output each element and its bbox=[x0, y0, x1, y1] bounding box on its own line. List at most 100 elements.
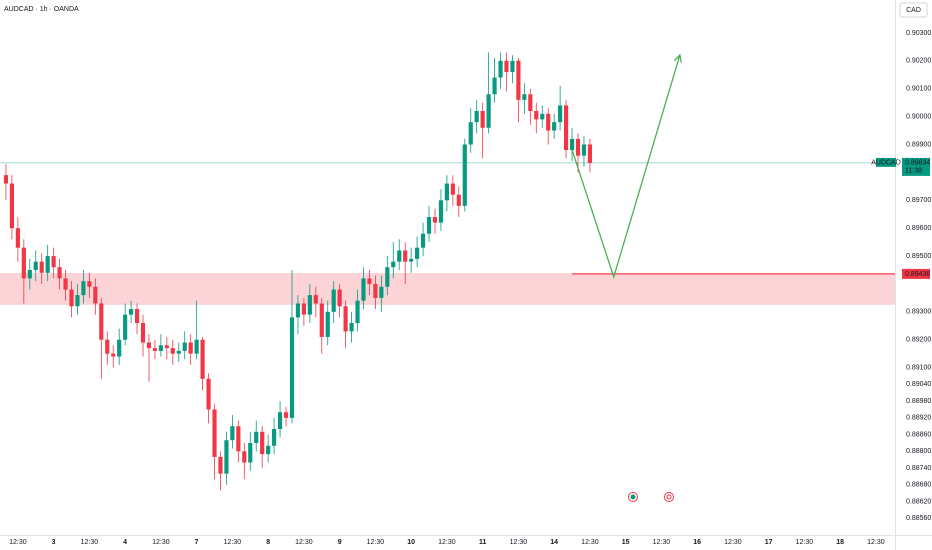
x-tick-label: 12:30 bbox=[510, 539, 528, 546]
candle-body bbox=[569, 138, 575, 151]
x-tick-label: 12:30 bbox=[653, 539, 671, 546]
candle-body bbox=[331, 289, 336, 312]
support-zone bbox=[0, 273, 895, 305]
x-tick-label: 12:30 bbox=[295, 539, 313, 546]
candle-body bbox=[420, 233, 426, 248]
candle-body bbox=[546, 113, 551, 131]
projection-arrowhead bbox=[673, 53, 682, 63]
candle-body bbox=[194, 339, 199, 354]
candle-body bbox=[105, 339, 110, 354]
x-tick-label: 12:30 bbox=[867, 539, 885, 546]
candle-body bbox=[230, 426, 235, 441]
y-tick-label: 0.88560 bbox=[906, 515, 931, 522]
candle-body bbox=[81, 281, 86, 296]
x-tick-label: 3 bbox=[52, 539, 56, 546]
candle-body bbox=[558, 105, 563, 123]
y-tick-label: 0.89500 bbox=[906, 253, 931, 260]
candle-body bbox=[456, 194, 461, 206]
candle-body bbox=[522, 94, 527, 100]
candle-body bbox=[123, 314, 128, 340]
candle-body bbox=[260, 431, 265, 455]
candle-body bbox=[63, 278, 68, 290]
candle-body bbox=[373, 283, 378, 298]
candle-body bbox=[313, 295, 318, 304]
currency-box[interactable] bbox=[899, 2, 928, 18]
y-tick-label: 0.90100 bbox=[906, 86, 931, 93]
y-tick-label: 0.90300 bbox=[906, 30, 931, 37]
x-tick-label: 16 bbox=[693, 539, 701, 546]
candle-body bbox=[146, 342, 152, 349]
y-tick-label: 0.89600 bbox=[906, 225, 931, 232]
y-tick-label: 0.89900 bbox=[906, 141, 931, 148]
candle-body bbox=[415, 247, 420, 259]
candle-body bbox=[444, 183, 449, 201]
projection-path bbox=[571, 54, 681, 280]
x-tick-label: 15 bbox=[622, 539, 630, 546]
candle-body bbox=[39, 261, 44, 273]
candle-body bbox=[480, 111, 485, 128]
candle-body bbox=[367, 278, 372, 284]
candle-body bbox=[57, 267, 62, 279]
candle-body bbox=[129, 309, 134, 315]
candle-body bbox=[355, 300, 360, 324]
y-tick-label: 0.89200 bbox=[906, 337, 931, 344]
candle-body bbox=[468, 122, 473, 145]
candle-body bbox=[474, 111, 479, 123]
y-tick-label: 0.89300 bbox=[906, 309, 931, 316]
symbol-label: AUDCAD bbox=[871, 160, 901, 167]
candle-body bbox=[307, 295, 312, 315]
level-label: 0.89436 bbox=[905, 271, 930, 278]
candle-body bbox=[117, 339, 122, 357]
plot-area bbox=[0, 52, 895, 491]
countdown-label: 11:38 bbox=[905, 168, 922, 175]
y-tick-label: 0.88680 bbox=[906, 482, 931, 489]
candle-body bbox=[504, 60, 509, 72]
candle-body bbox=[510, 60, 515, 72]
candle-body bbox=[516, 60, 521, 100]
candle-body bbox=[164, 345, 169, 349]
candle-body bbox=[552, 122, 557, 131]
x-tick-label: 14 bbox=[550, 539, 558, 546]
event-icon[interactable] bbox=[664, 492, 674, 502]
candle-body bbox=[325, 311, 330, 337]
currency: CAD bbox=[906, 7, 921, 14]
x-tick-label: 12:30 bbox=[724, 539, 742, 546]
candle-body bbox=[75, 295, 80, 307]
price-label-box bbox=[902, 157, 930, 176]
candle-body bbox=[9, 183, 15, 229]
candle-body bbox=[438, 200, 444, 223]
candle-body bbox=[266, 445, 271, 455]
candle-body bbox=[385, 267, 390, 287]
candle-body bbox=[319, 303, 324, 337]
candle-body bbox=[140, 323, 146, 343]
candle-body bbox=[426, 217, 432, 234]
candle-body bbox=[218, 456, 223, 474]
x-tick-label: 12:30 bbox=[438, 539, 456, 546]
y-tick-label: 0.89040 bbox=[906, 381, 931, 388]
price-label: 0.89834 bbox=[905, 160, 930, 167]
candle-body bbox=[200, 339, 205, 379]
x-tick-label: 12:30 bbox=[581, 539, 599, 546]
y-tick-label: 0.89100 bbox=[906, 364, 931, 371]
x-tick-label: 12:30 bbox=[152, 539, 170, 546]
x-tick-label: 17 bbox=[765, 539, 773, 546]
candle-body bbox=[391, 261, 396, 268]
candle-body bbox=[272, 429, 277, 446]
x-tick-label: 9 bbox=[338, 539, 342, 546]
x-tick-label: 18 bbox=[836, 539, 844, 546]
y-tick-label: 0.88860 bbox=[906, 431, 931, 438]
candle-body bbox=[492, 77, 497, 95]
candle-body bbox=[277, 412, 283, 430]
candle-body bbox=[540, 113, 545, 120]
candle-body bbox=[158, 345, 163, 351]
x-tick-label: 11 bbox=[479, 539, 487, 546]
candle-body bbox=[534, 111, 539, 120]
candle-body bbox=[528, 94, 533, 112]
event-icon-dot bbox=[630, 494, 636, 500]
candle-body bbox=[51, 256, 56, 268]
candle-body bbox=[361, 278, 366, 301]
candle-body bbox=[563, 105, 569, 151]
